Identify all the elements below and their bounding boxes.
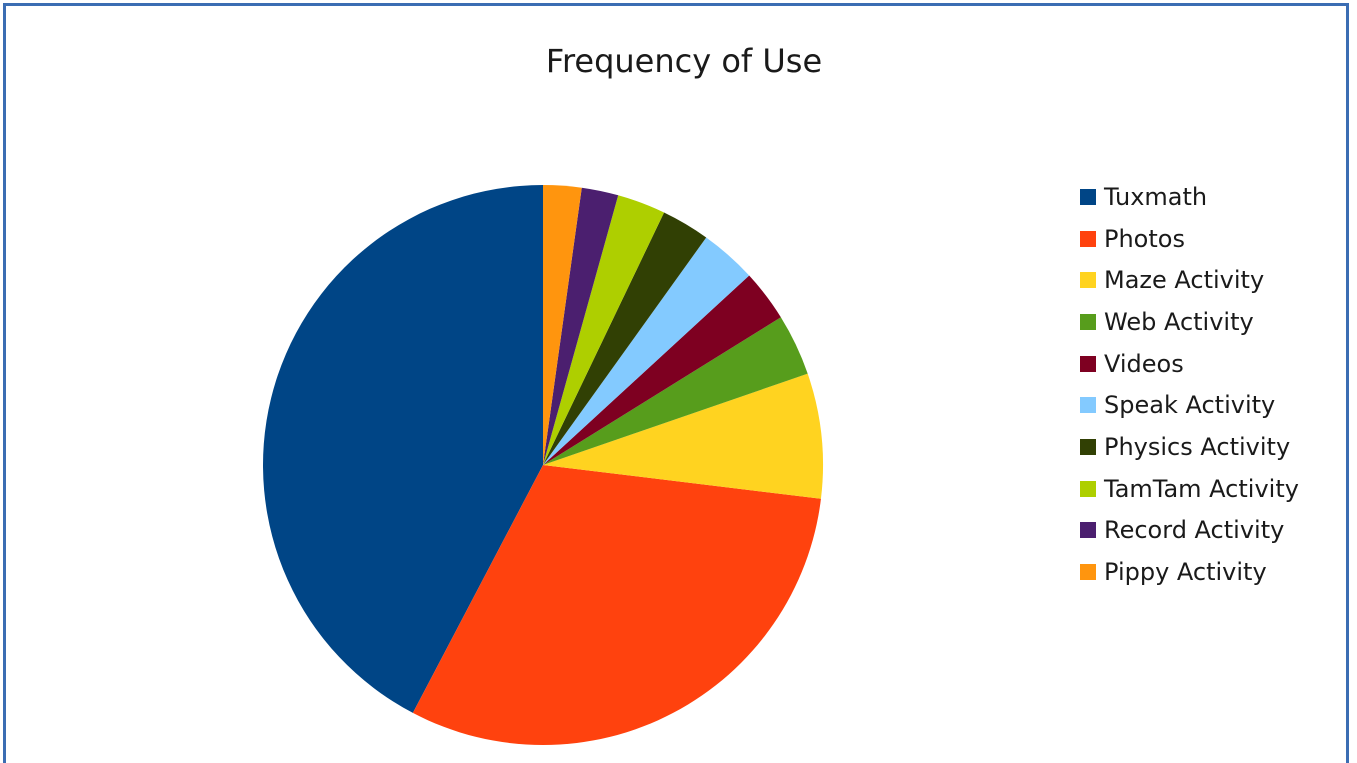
legend-item: Record Activity [1080,510,1299,552]
legend-item: Photos [1080,218,1299,260]
legend-label: Speak Activity [1104,391,1276,420]
legend-swatch [1080,230,1096,247]
legend-label: Videos [1104,349,1184,378]
pie-slice-speak-activity [543,237,750,465]
legend-label: TamTam Activity [1104,474,1299,503]
legend-swatch [1080,564,1096,581]
legend-label: Pippy Activity [1104,558,1267,587]
pie-slice-record-activity [543,187,619,465]
legend-swatch [1080,355,1096,372]
legend-item: Videos [1080,343,1299,385]
pie-slice-physics-activity [543,212,707,465]
legend-label: Web Activity [1104,307,1254,336]
legend-label: Tuxmath [1104,182,1208,211]
legend-swatch [1080,397,1096,414]
legend-item: Web Activity [1080,301,1299,343]
legend-swatch [1080,188,1096,205]
legend-label: Photos [1104,224,1185,253]
legend-item: Physics Activity [1080,426,1299,468]
legend-swatch [1080,272,1096,289]
legend-item: Tuxmath [1080,176,1299,218]
legend-label: Physics Activity [1104,432,1291,461]
legend-item: Speak Activity [1080,384,1299,426]
legend-item: TamTam Activity [1080,468,1299,510]
pie-slice-photos [412,465,821,746]
legend-swatch [1080,438,1096,455]
chart-legend: Tuxmath Photos Maze Activity Web Activity Vi… [1080,176,1299,593]
legend-item: Pippy Activity [1080,551,1299,593]
pie-slice-tamtam-activity [543,195,665,465]
pie-slice-videos [543,275,781,465]
pie-slice-web-activity [543,317,808,465]
chart-title: Frequency of Use [545,42,823,80]
pie-slice-maze-activity [543,373,824,499]
legend-swatch [1080,480,1096,497]
pie-slice-tuxmath [262,185,543,713]
legend-label: Record Activity [1104,516,1285,545]
legend-swatch [1080,313,1096,330]
legend-label: Maze Activity [1104,266,1265,295]
pie-slice-pippy-activity [543,185,582,465]
legend-item: Maze Activity [1080,259,1299,301]
legend-swatch [1080,522,1096,539]
